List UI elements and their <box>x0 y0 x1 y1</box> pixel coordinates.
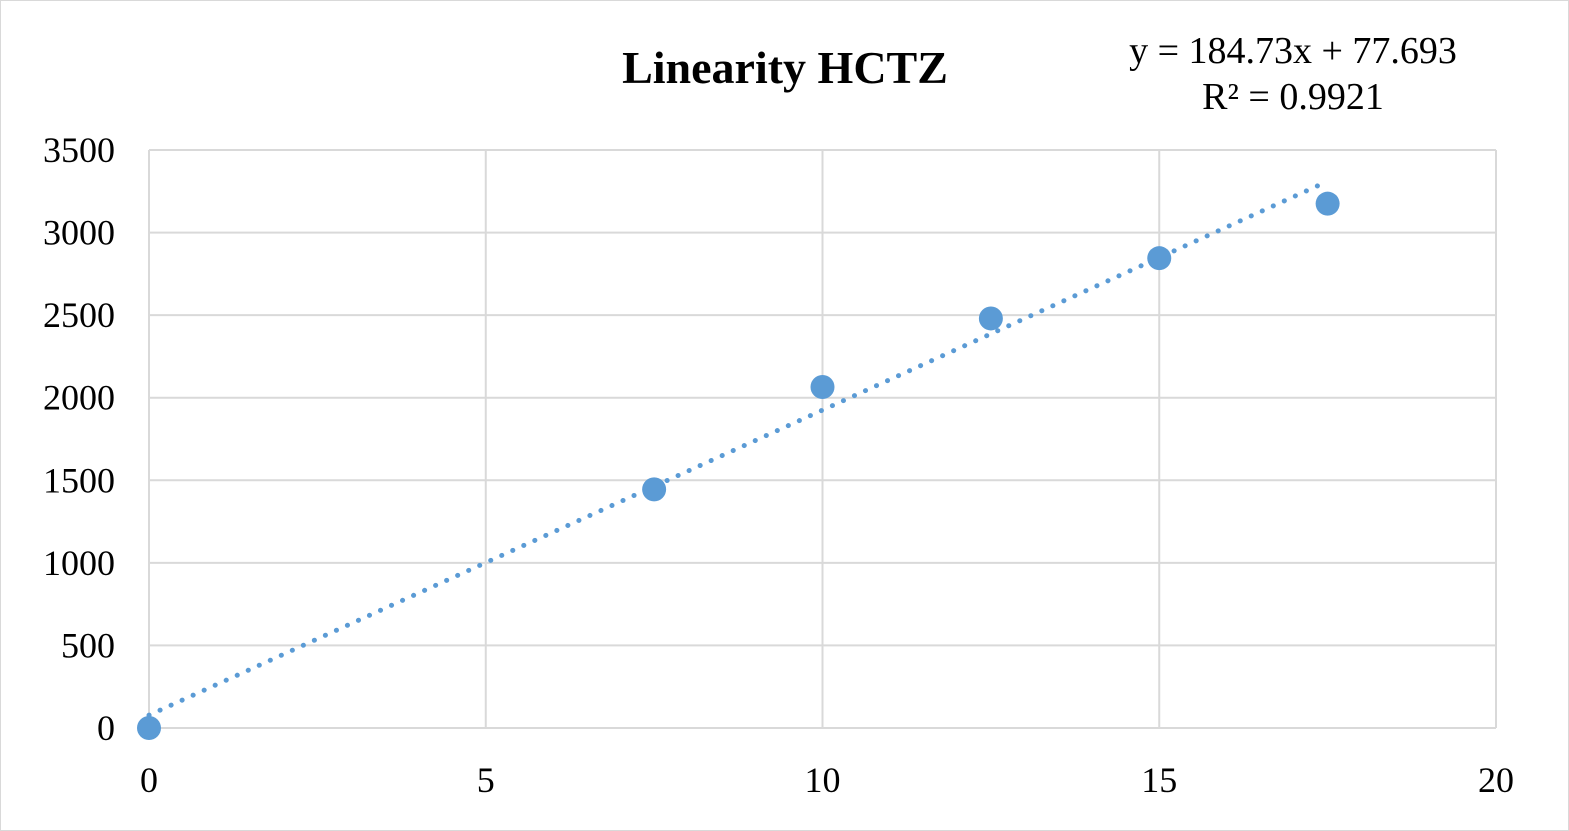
y-tick-label-0: 0 <box>97 708 115 748</box>
data-point-3 <box>978 306 1003 331</box>
x-tick-label-4: 20 <box>1478 760 1514 800</box>
y-tick-label-3: 1500 <box>43 460 115 500</box>
y-tick-label-6: 3000 <box>43 213 115 253</box>
trendline-layer <box>146 178 1331 718</box>
data-point-4 <box>1147 246 1172 271</box>
y-axis-tick-labels: 0 500 1000 1500 2000 2500 3000 3500 <box>43 130 115 748</box>
grid-lines <box>148 149 1497 729</box>
trendline <box>146 178 1331 718</box>
y-tick-label-2: 1000 <box>43 543 115 583</box>
data-point-2 <box>810 374 835 399</box>
data-point-5 <box>1315 191 1340 216</box>
trendline-equation: y = 184.73x + 77.693 <box>1129 30 1457 72</box>
x-tick-label-3: 15 <box>1141 760 1177 800</box>
x-tick-label-0: 0 <box>140 760 158 800</box>
data-points <box>137 191 1340 740</box>
data-point-1 <box>642 477 667 502</box>
y-tick-label-5: 2500 <box>43 295 115 335</box>
trendline-r-squared: R² = 0.9921 <box>1202 76 1384 118</box>
y-tick-label-4: 2000 <box>43 378 115 418</box>
y-tick-label-7: 3500 <box>43 130 115 170</box>
chart-title: Linearity HCTZ <box>622 42 948 93</box>
y-tick-label-1: 500 <box>61 625 115 665</box>
x-tick-label-2: 10 <box>805 760 841 800</box>
data-point-0 <box>137 716 161 740</box>
x-tick-label-1: 5 <box>477 760 495 800</box>
x-axis-tick-labels: 0 5 10 15 20 <box>140 760 1514 800</box>
